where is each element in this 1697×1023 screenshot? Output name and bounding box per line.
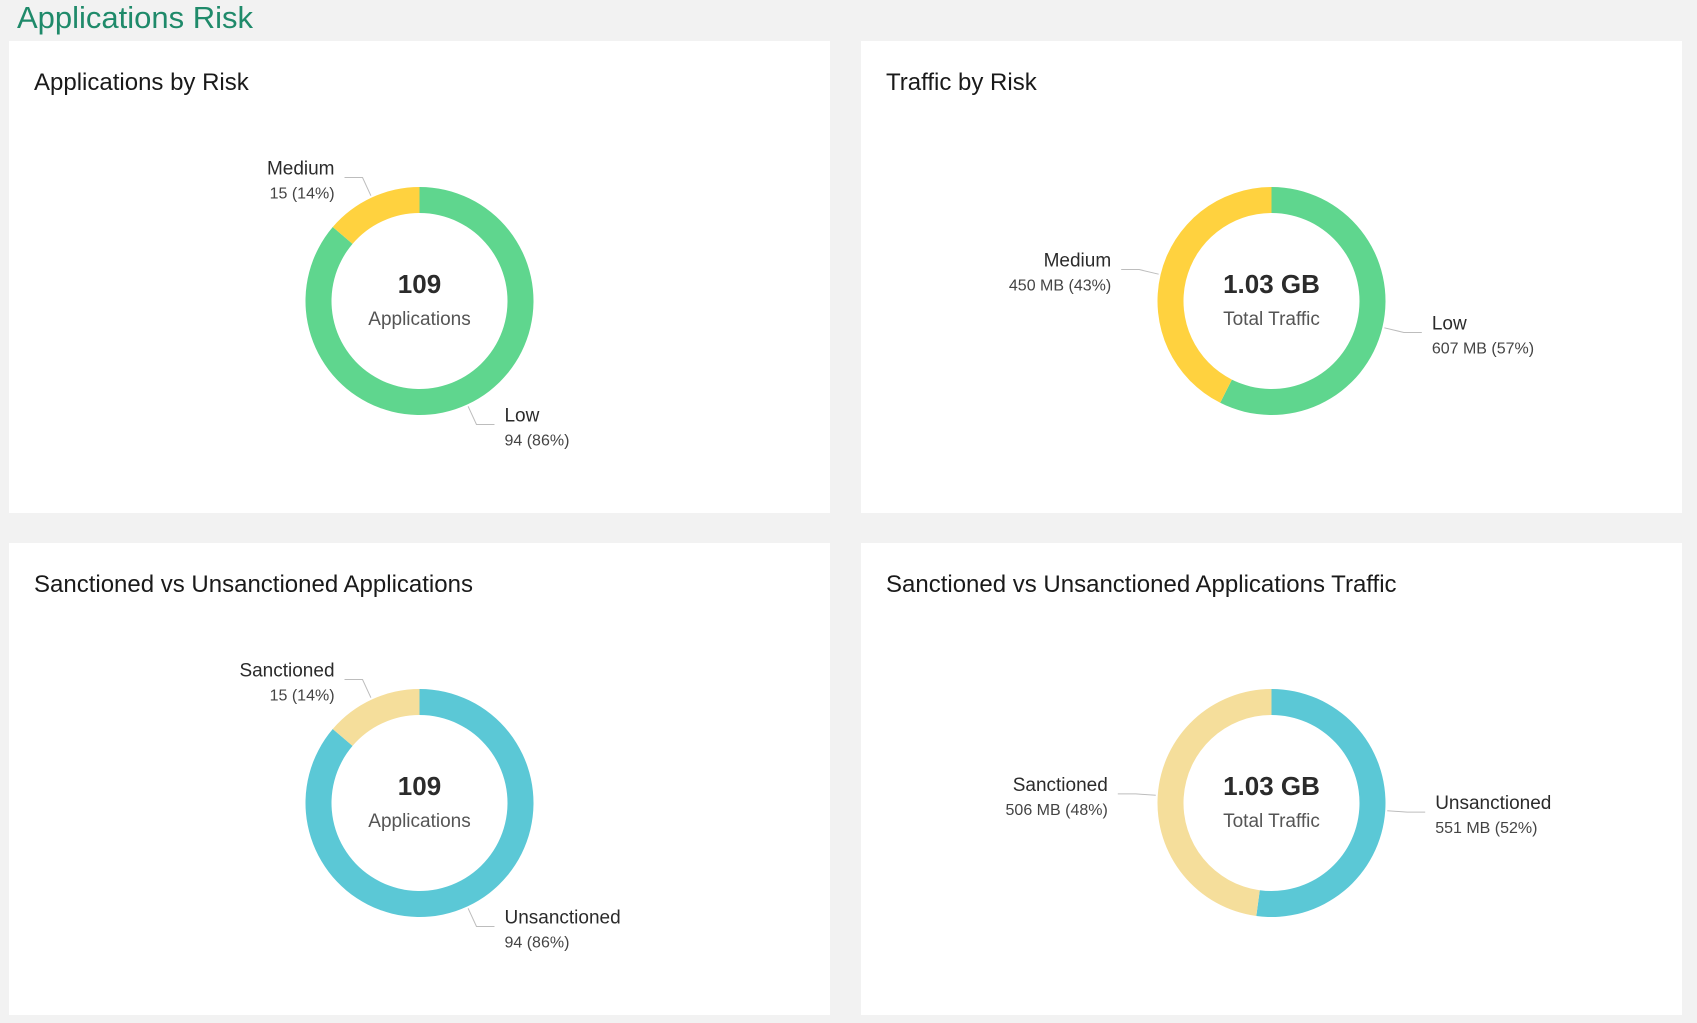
slice-label-value: 94 (86%) [504,934,569,951]
slice-label-name: Low [504,405,539,426]
slice-label-value: 94 (86%) [504,432,569,449]
donut-chart: Unsanctioned 94 (86%) Sanctioned 15 (14%) 10… [239,661,620,952]
leader-line [344,177,372,196]
center-value: 1.03 GB [1223,771,1320,801]
card-title: Sanctioned vs Unsanctioned Applications … [886,571,1397,598]
leader-line [1121,269,1159,275]
slice-label-name: Unsanctioned [1435,793,1551,814]
center-label: Total Traffic [1223,309,1320,330]
slice-label-value: 15 (14%) [270,688,335,705]
card-sanctioned-vs-unsanctioned-traffic: Sanctioned vs Unsanctioned Applications … [861,543,1682,1015]
slice-label-name: Low [1432,313,1467,334]
card-title: Sanctioned vs Unsanctioned Applications [34,571,473,598]
slice-label-value: 506 MB (48%) [1006,802,1108,819]
card-title: Applications by Risk [34,69,249,96]
page-title: Applications Risk [17,0,254,35]
slice-sanctioned[interactable] [1157,689,1272,916]
center-label: Applications [368,309,470,330]
donut-chart: Low 94 (86%) Medium 15 (14%) 109 Applications [267,159,569,450]
slice-medium[interactable] [332,187,420,244]
leader-line [1387,810,1426,813]
slice-label-name: Sanctioned [239,661,334,682]
center-value: 109 [398,269,441,299]
slice-label-name: Sanctioned [1013,775,1108,796]
slice-label-name: Medium [1044,251,1112,272]
leader-line [467,908,495,927]
slice-label-value: 450 MB (43%) [1009,278,1111,295]
leader-line [467,406,495,425]
leader-line [344,679,372,698]
slice-unsanctioned[interactable] [1256,689,1386,917]
slice-medium[interactable] [1157,187,1272,403]
slice-label-value: 607 MB (57%) [1432,340,1534,357]
card-sanctioned-vs-unsanctioned-applications: Sanctioned vs Unsanctioned Applications … [9,543,830,1015]
donut-chart: Low 607 MB (57%) Medium 450 MB (43%) 1.03 GB… [1009,187,1534,415]
center-label: Applications [368,811,470,832]
center-value: 109 [398,771,441,801]
donut-chart: Unsanctioned 551 MB (52%) Sanctioned 506 MB… [1006,689,1551,917]
slice-low[interactable] [1220,187,1386,415]
slice-sanctioned[interactable] [332,689,420,746]
slice-label-name: Medium [267,159,335,180]
card-applications-by-risk: Applications by Risk Low 94 (86%) Medium 15… [9,41,830,513]
slice-label-value: 15 (14%) [270,186,335,203]
leader-line [1117,793,1156,796]
center-label: Total Traffic [1223,811,1320,832]
slice-label-value: 551 MB (52%) [1435,820,1537,837]
leader-line [1384,327,1422,333]
slice-label-name: Unsanctioned [504,907,620,928]
card-title: Traffic by Risk [886,69,1037,96]
card-traffic-by-risk: Traffic by Risk Low 607 MB (57%) Medium 450… [861,41,1682,513]
center-value: 1.03 GB [1223,269,1320,299]
